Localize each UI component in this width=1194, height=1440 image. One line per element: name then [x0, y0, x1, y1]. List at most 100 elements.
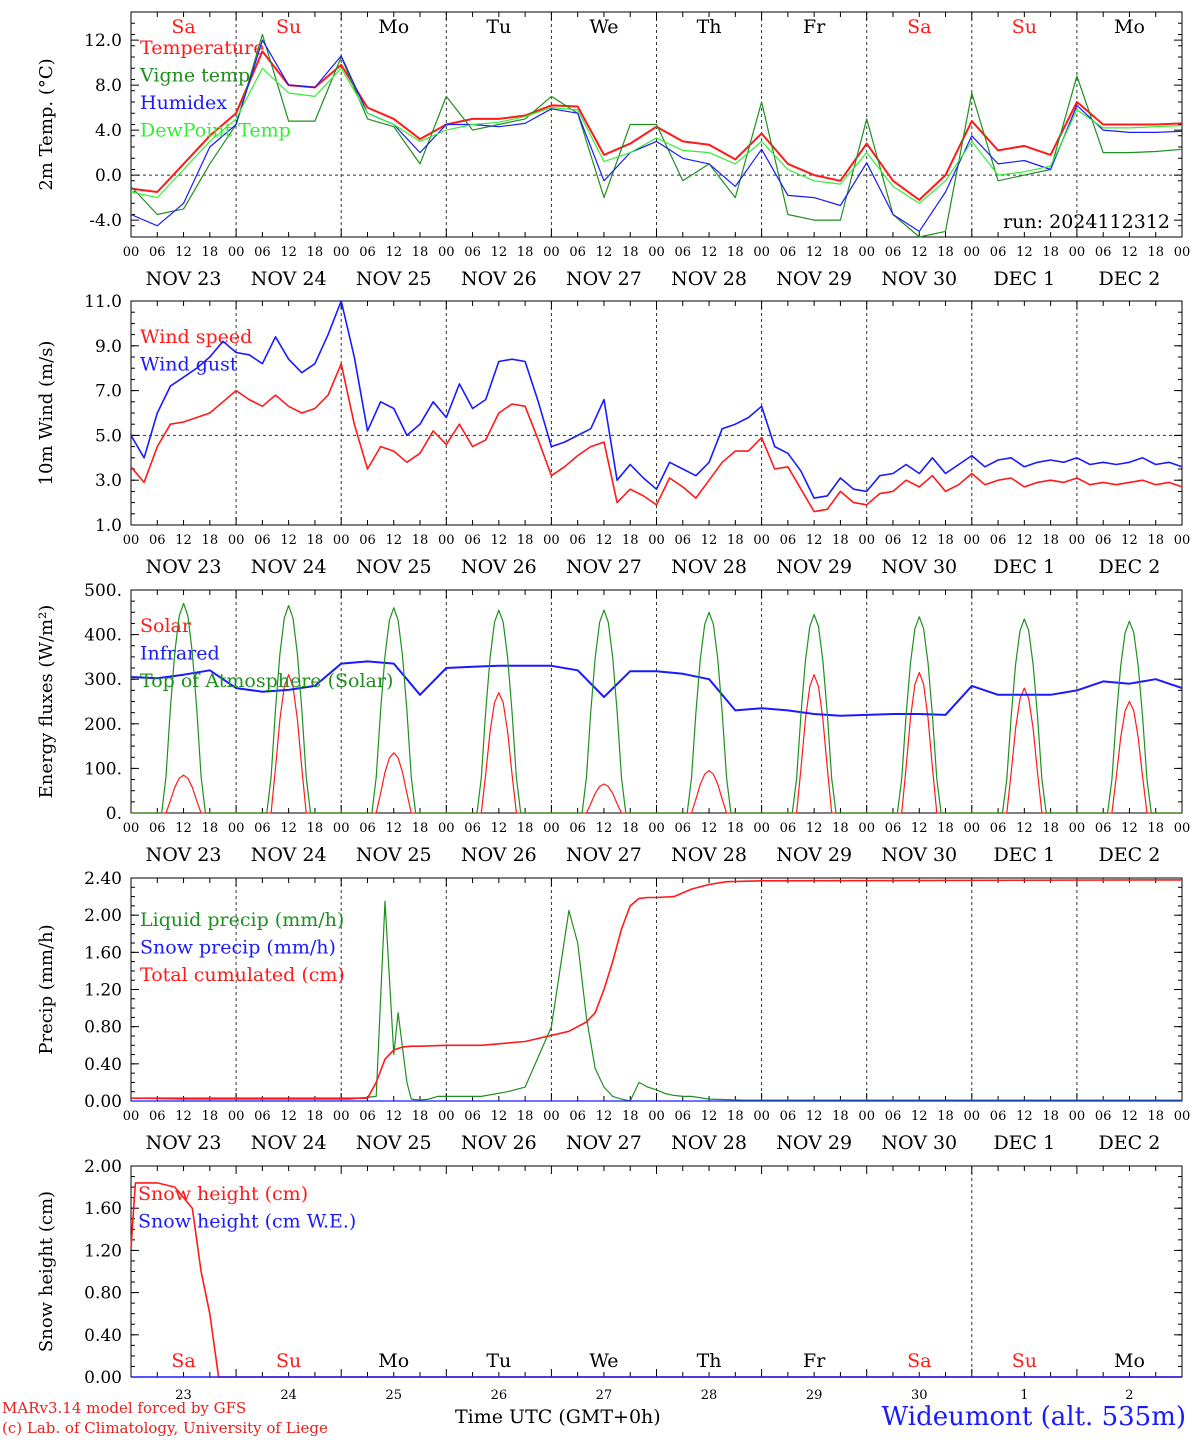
day-name: Su: [276, 1350, 301, 1372]
hour-label: 12: [175, 1109, 192, 1124]
credit-lab: (c) Lab. of Climatology, University of L…: [2, 1419, 328, 1437]
day-name: Su: [276, 16, 301, 38]
hour-label: 18: [832, 1109, 849, 1124]
day-number: 27: [596, 1388, 613, 1403]
legend-snow-height-cm-w-e-: Snow height (cm W.E.): [138, 1211, 356, 1233]
y-tick-label: 0.80: [84, 1018, 122, 1038]
hour-label: 00: [543, 1109, 560, 1124]
hour-label: 18: [307, 533, 324, 548]
hour-label: 06: [359, 1109, 376, 1124]
hour-label: 00: [648, 821, 665, 836]
series-wind-gust: [130, 300, 1183, 499]
hour-label: 18: [727, 245, 744, 260]
date-label: DEC 1: [993, 844, 1055, 866]
hour-label: 18: [1147, 821, 1164, 836]
date-label: NOV 23: [146, 268, 222, 290]
hour-label: 12: [701, 533, 718, 548]
hour-label: 18: [517, 1109, 534, 1124]
hour-label: 12: [806, 533, 823, 548]
hour-label: 06: [780, 533, 797, 548]
hour-label: 06: [1095, 1109, 1112, 1124]
hour-label: 06: [149, 821, 166, 836]
y-tick-label: 1.0: [95, 516, 122, 536]
hour-label: 06: [149, 1109, 166, 1124]
hour-label: 00: [648, 245, 665, 260]
series-wind-speed: [130, 362, 1183, 513]
hour-label: 00: [543, 821, 560, 836]
hour-label: 12: [280, 821, 297, 836]
series-liquid-precip-mm-h-: [130, 900, 1182, 1102]
hour-label: 12: [385, 245, 402, 260]
day-name: We: [589, 16, 618, 38]
hour-label: 06: [1095, 821, 1112, 836]
hour-label: 06: [675, 1109, 692, 1124]
series-humidex: [130, 39, 1183, 232]
day-name: Tu: [486, 16, 511, 38]
hour-label: 18: [832, 245, 849, 260]
day-number: 26: [491, 1388, 508, 1403]
hour-label: 12: [1016, 1109, 1033, 1124]
hour-label: 12: [280, 1109, 297, 1124]
day-name: Mo: [378, 16, 409, 38]
day-name: Sa: [907, 16, 931, 38]
hour-label: 12: [1016, 821, 1033, 836]
hour-label: 00: [543, 533, 560, 548]
hour-label: 18: [517, 821, 534, 836]
hour-label: 06: [675, 245, 692, 260]
hour-label: 18: [1147, 1109, 1164, 1124]
date-label: NOV 27: [566, 844, 642, 866]
hour-label: 06: [990, 1109, 1007, 1124]
hour-label: 06: [149, 533, 166, 548]
hour-label: 18: [937, 1109, 954, 1124]
hour-label: 18: [1147, 245, 1164, 260]
hour-label: 18: [307, 245, 324, 260]
hour-label: 00: [753, 821, 770, 836]
hour-label: 12: [385, 533, 402, 548]
date-label: DEC 1: [993, 268, 1055, 290]
legend-solar: Solar: [140, 615, 192, 637]
date-label: NOV 25: [356, 556, 432, 578]
date-label: NOV 23: [146, 1132, 222, 1154]
hour-label: 00: [648, 533, 665, 548]
hour-label: 06: [569, 533, 586, 548]
day-number: 2: [1125, 1388, 1133, 1403]
hour-label: 12: [911, 245, 928, 260]
hour-label: 06: [780, 1109, 797, 1124]
legend-infrared: Infrared: [140, 643, 220, 665]
hour-label: 12: [1016, 245, 1033, 260]
hour-label: 06: [464, 821, 481, 836]
panel-frame: [130, 589, 1183, 814]
hour-label: 00: [123, 533, 140, 548]
hour-label: 00: [1174, 245, 1191, 260]
hour-label: 06: [569, 245, 586, 260]
hour-label: 12: [491, 1109, 508, 1124]
hour-label: 06: [1095, 245, 1112, 260]
hour-label: 06: [885, 1109, 902, 1124]
hour-label: 12: [596, 821, 613, 836]
hour-label: 06: [675, 533, 692, 548]
series-total-cumulated-cm-: [131, 879, 1183, 1099]
date-label: NOV 26: [461, 556, 537, 578]
y-tick-label: 0.00: [84, 1368, 122, 1388]
hour-label: 12: [806, 245, 823, 260]
hour-label: 06: [780, 821, 797, 836]
day-name: Th: [697, 1350, 722, 1372]
y-axis-label: Precip (mm/h): [36, 924, 57, 1054]
day-name: Fr: [803, 1350, 826, 1372]
hour-label: 12: [385, 821, 402, 836]
day-number: 23: [175, 1388, 192, 1403]
date-label: NOV 29: [776, 844, 852, 866]
panel-frame: [130, 300, 1183, 526]
date-label: DEC 2: [1099, 268, 1161, 290]
hour-label: 18: [412, 1109, 429, 1124]
y-tick-label: 7.0: [95, 382, 122, 402]
day-name: Tu: [486, 1350, 511, 1372]
hour-label: 00: [333, 533, 350, 548]
hour-label: 18: [832, 533, 849, 548]
hour-label: 00: [753, 245, 770, 260]
hour-label: 00: [543, 245, 560, 260]
hour-label: 00: [228, 245, 245, 260]
hour-label: 06: [464, 245, 481, 260]
hour-label: 12: [385, 1109, 402, 1124]
